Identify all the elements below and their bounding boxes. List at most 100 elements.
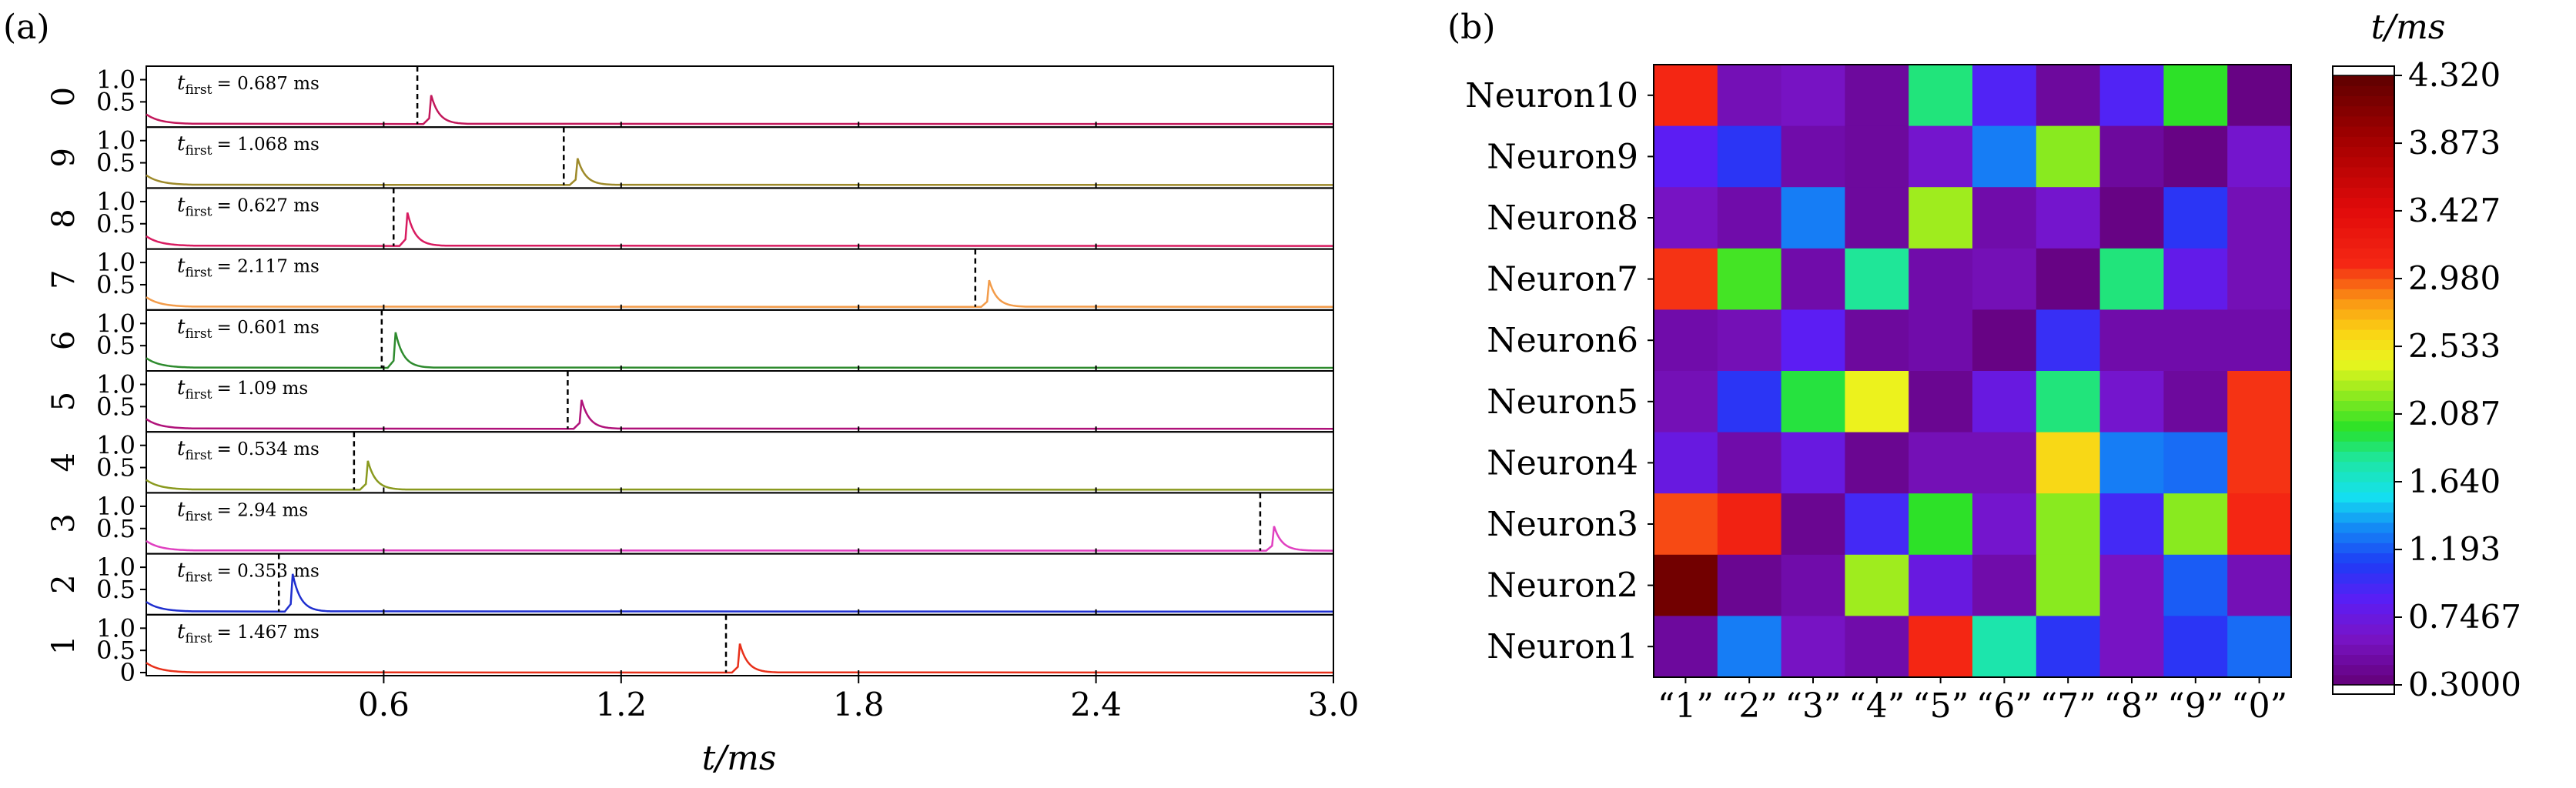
colorbar-segment <box>2333 197 2394 209</box>
heatmap-cell <box>2036 187 2101 249</box>
trace-row-5: 1.00.5 5 tfirst = 1.09 ms <box>46 370 1334 433</box>
heatmap-cell <box>2227 432 2292 494</box>
heatmap-cell <box>1781 616 1845 678</box>
heatmap-cell <box>2227 187 2292 249</box>
heatmap-cell <box>1717 125 1782 188</box>
heatmap-cell <box>1781 187 1845 249</box>
heatmap-cell <box>1781 248 1845 310</box>
colorbar-segment <box>2333 482 2394 492</box>
trace-frame <box>146 613 1334 676</box>
trace-row-1: 1.00.50 1 tfirst = 1.467 ms <box>46 613 1334 687</box>
heatmap-cell <box>2099 125 2164 188</box>
colorbar-segment <box>2333 258 2394 269</box>
heatmap-cell <box>2227 248 2292 310</box>
neuron-label: Neuron9 <box>1487 137 1638 176</box>
spike-trace <box>146 158 1334 186</box>
heatmap-cell <box>1909 187 1973 249</box>
tfirst-annotation: tfirst = 1.09 ms <box>177 376 308 402</box>
y-tick-label: 0.5 <box>96 331 135 360</box>
trace-frame <box>146 492 1334 555</box>
heatmap-cell <box>1972 187 2037 249</box>
heatmap-cell <box>1781 309 1845 372</box>
y-tick-label: 1.0 <box>96 370 135 399</box>
colorbar-segment <box>2333 654 2394 666</box>
heatmap-cell <box>2163 187 2228 249</box>
colorbar-segment <box>2333 319 2394 330</box>
heatmap-cell <box>2163 554 2228 616</box>
neuron-label: Neuron8 <box>1487 199 1638 238</box>
tfirst-annotation: tfirst = 0.534 ms <box>177 437 319 463</box>
heatmap-cell <box>1909 371 1973 433</box>
spike-trace <box>146 332 1334 369</box>
heatmap-cell <box>1972 432 2037 494</box>
trace-frame <box>146 553 1334 616</box>
digit-label-7: 7 <box>46 269 82 289</box>
heatmap-cell <box>1845 371 1909 433</box>
colorbar-segment <box>2333 431 2394 442</box>
trace-row-6: 1.00.5 6 tfirst = 0.601 ms <box>46 309 1334 372</box>
heatmap-cell <box>2227 371 2292 433</box>
heatmap-cell <box>1781 554 1845 616</box>
trace-frame <box>146 126 1334 189</box>
x-axis: 0.6 1.2 1.8 2.4 3.0 <box>358 676 1359 723</box>
x-tick-label: 2.4 <box>1070 686 1122 723</box>
colorbar-segment <box>2333 299 2394 310</box>
y-tick-label: 1.0 <box>96 492 135 521</box>
colorbar-segment <box>2333 623 2394 635</box>
heatmap-cell <box>2099 616 2164 678</box>
trace-frame <box>146 65 1334 129</box>
colorbar-segment <box>2333 359 2394 371</box>
heatmap-cell <box>2036 65 2101 127</box>
digit-label-9: 9 <box>46 148 82 167</box>
heatmap-cell <box>1781 125 1845 188</box>
colorbar-segment <box>2333 248 2394 259</box>
neuron-label: Neuron1 <box>1487 627 1638 666</box>
y-tick-label: 1.0 <box>96 613 135 643</box>
neuron-label: Neuron3 <box>1487 505 1638 544</box>
digit-label-1: 1 <box>46 636 82 655</box>
digit-label-4: 4 <box>46 452 82 472</box>
x-tick-label: 0.6 <box>358 686 410 723</box>
heatmap-cell <box>1972 65 2037 127</box>
spike-trace <box>146 212 1334 247</box>
heatmap-cell <box>2163 125 2228 188</box>
colorbar-segment <box>2333 573 2394 584</box>
heatmap-cell <box>2036 616 2101 678</box>
heatmap-cell <box>1845 187 1909 249</box>
heatmap-cell <box>1781 65 1845 127</box>
colorbar-extend-top <box>2332 65 2395 76</box>
spike-trace <box>146 643 1334 674</box>
colorbar-tick-label: 4.320 <box>2408 56 2501 94</box>
colorbar-segment <box>2333 664 2394 676</box>
y-tick-label: 0.5 <box>96 87 135 116</box>
tfirst-annotation: tfirst = 0.627 ms <box>177 193 319 219</box>
y-tick-label: 0.5 <box>96 575 135 604</box>
trace-row-9: 1.00.5 9 tfirst = 1.068 ms <box>46 126 1334 189</box>
colorbar-segment <box>2333 441 2394 452</box>
spike-trace <box>146 95 1334 125</box>
colorbar-segment <box>2333 451 2394 462</box>
heatmap-cell <box>2036 432 2101 494</box>
heatmap-cell <box>1717 554 1782 616</box>
tfirst-annotation: tfirst = 2.94 ms <box>177 498 308 524</box>
panel-b-label: (b) <box>1447 8 1496 47</box>
x-tick-label: 3.0 <box>1308 686 1360 723</box>
colorbar-segment <box>2333 228 2394 239</box>
y-tick-label: 1.0 <box>96 126 135 155</box>
trace-frame <box>146 187 1334 250</box>
y-tick-label: 0.5 <box>96 392 135 421</box>
heatmap-cell <box>2227 493 2292 556</box>
digit-label-8: 8 <box>46 209 82 228</box>
heatmap-cell <box>1781 432 1845 494</box>
y-tick-label: 1.0 <box>96 187 135 216</box>
colorbar-tick-label: 1.640 <box>2408 462 2501 500</box>
spike-trace <box>146 573 1334 613</box>
colorbar-segment <box>2333 187 2394 198</box>
colorbar-segment <box>2333 613 2394 625</box>
colorbar-segment <box>2333 512 2394 523</box>
colorbar: 4.320 3.873 3.427 2.980 2.533 2.087 1.640 1.193… <box>2332 56 2521 703</box>
digit-column-label: “2” <box>1721 686 1778 726</box>
colorbar-segment <box>2333 309 2394 320</box>
digit-column-label: “9” <box>2167 686 2223 726</box>
